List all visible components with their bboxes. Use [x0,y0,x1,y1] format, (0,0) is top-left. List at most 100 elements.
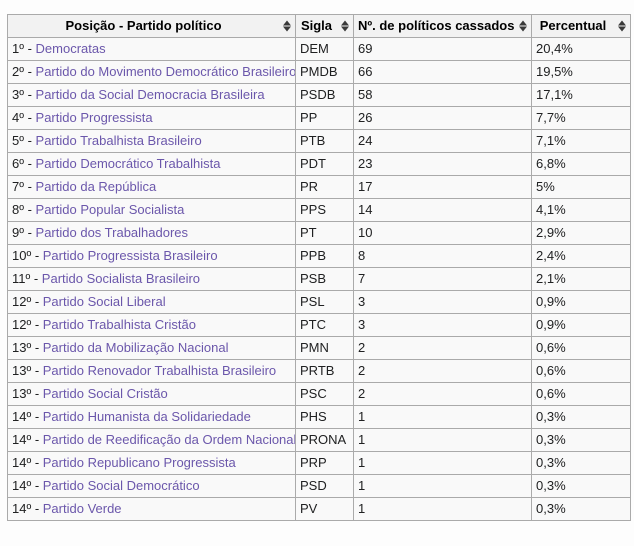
cell-sigla: PMDB [295,60,354,84]
cassados-table: Posição - Partido político Sigla Nº. de … [7,14,631,521]
cell-position-party: 13º - Partido da Mobilização Nacional [7,336,296,360]
party-link[interactable]: Partido Trabalhista Brasileiro [35,133,202,148]
cell-sigla: PR [295,175,354,199]
cell-percentual: 4,1% [531,198,631,222]
header-row: Posição - Partido político Sigla Nº. de … [7,14,631,38]
position-label: 13º - [12,386,43,401]
cell-percentual: 0,9% [531,290,631,314]
cell-position-party: 14º - Partido Verde [7,497,296,521]
cell-sigla: PSDB [295,83,354,107]
sort-icon[interactable] [618,20,626,32]
cell-percentual: 7,1% [531,129,631,153]
cell-cassados: 1 [353,474,532,498]
cell-sigla: PDT [295,152,354,176]
cell-cassados: 1 [353,405,532,429]
cell-position-party: 6º - Partido Democrático Trabalhista [7,152,296,176]
cell-position-party: 9º - Partido dos Trabalhadores [7,221,296,245]
party-link[interactable]: Partido Verde [42,501,122,516]
table-row: 12º - Partido Trabalhista Cristão PTC 3 … [7,313,631,337]
party-link[interactable]: Democratas [35,41,106,56]
party-link[interactable]: Partido Socialista Brasileiro [41,271,201,286]
party-link[interactable]: Partido Popular Socialista [35,202,185,217]
cell-cassados: 3 [353,290,532,314]
cell-cassados: 23 [353,152,532,176]
cell-percentual: 0,9% [531,313,631,337]
table-row: 8º - Partido Popular Socialista PPS 14 4… [7,198,631,222]
cell-sigla: PTB [295,129,354,153]
position-label: 6º - [12,156,36,171]
cell-cassados: 7 [353,267,532,291]
party-link[interactable]: Partido da Mobilização Nacional [42,340,229,355]
party-link[interactable]: Partido Renovador Trabalhista Brasileiro [42,363,277,378]
party-link[interactable]: Partido Humanista da Solidariedade [42,409,251,424]
cell-sigla: PP [295,106,354,130]
party-link[interactable]: Partido Trabalhista Cristão [42,317,196,332]
cell-cassados: 26 [353,106,532,130]
table-row: 12º - Partido Social Liberal PSL 3 0,9% [7,290,631,314]
cell-percentual: 2,1% [531,267,631,291]
cell-percentual: 7,7% [531,106,631,130]
party-link[interactable]: Partido do Movimento Democrático Brasile… [35,64,296,79]
cell-percentual: 19,5% [531,60,631,84]
header-percentual[interactable]: Percentual [531,14,631,38]
table-row: 13º - Partido Renovador Trabalhista Bras… [7,359,631,383]
position-label: 14º - [12,455,43,470]
party-link[interactable]: Partido Social Cristão [42,386,168,401]
cell-sigla: PSB [295,267,354,291]
cell-percentual: 0,3% [531,474,631,498]
cell-sigla: PRP [295,451,354,475]
cell-position-party: 12º - Partido Trabalhista Cristão [7,313,296,337]
party-link[interactable]: Partido Social Democrático [42,478,200,493]
sort-icon[interactable] [341,20,349,32]
cell-position-party: 10º - Partido Progressista Brasileiro [7,244,296,268]
cell-position-party: 8º - Partido Popular Socialista [7,198,296,222]
party-link[interactable]: Partido Progressista Brasileiro [42,248,218,263]
table-row: 1º - Democratas DEM 69 20,4% [7,37,631,61]
cell-cassados: 58 [353,83,532,107]
table-row: 2º - Partido do Movimento Democrático Br… [7,60,631,84]
sort-icon[interactable] [283,20,291,32]
cell-cassados: 2 [353,382,532,406]
cell-cassados: 1 [353,428,532,452]
cell-percentual: 0,6% [531,359,631,383]
cell-position-party: 1º - Democratas [7,37,296,61]
header-cassados[interactable]: Nº. de políticos cassados [353,14,532,38]
sort-icon[interactable] [519,20,527,32]
cell-percentual: 0,3% [531,428,631,452]
position-label: 14º - [12,409,43,424]
cell-cassados: 8 [353,244,532,268]
cell-percentual: 0,3% [531,405,631,429]
table-row: 14º - Partido de Reedificação da Ordem N… [7,428,631,452]
position-label: 8º - [12,202,36,217]
party-link[interactable]: Partido de Reedificação da Ordem Naciona… [42,432,296,447]
party-link[interactable]: Partido Progressista [35,110,153,125]
position-label: 1º - [12,41,36,56]
party-link[interactable]: Partido Democrático Trabalhista [35,156,221,171]
position-label: 11º - [12,271,42,286]
header-sigla-label: Sigla [300,18,333,33]
cell-percentual: 0,3% [531,451,631,475]
cell-percentual: 2,9% [531,221,631,245]
cell-position-party: 14º - Partido Republicano Progressista [7,451,296,475]
cell-percentual: 0,3% [531,497,631,521]
party-link[interactable]: Partido dos Trabalhadores [35,225,189,240]
table-row: 6º - Partido Democrático Trabalhista PDT… [7,152,631,176]
party-link[interactable]: Partido da Social Democracia Brasileira [35,87,265,102]
party-link[interactable]: Partido Republicano Progressista [42,455,236,470]
header-posicao-partido[interactable]: Posição - Partido político [7,14,296,38]
cell-position-party: 14º - Partido Humanista da Solidariedade [7,405,296,429]
position-label: 14º - [12,501,43,516]
position-label: 13º - [12,363,43,378]
header-sigla[interactable]: Sigla [295,14,354,38]
table-row: 13º - Partido Social Cristão PSC 2 0,6% [7,382,631,406]
cell-sigla: PRTB [295,359,354,383]
party-link[interactable]: Partido da República [35,179,157,194]
table-row: 13º - Partido da Mobilização Nacional PM… [7,336,631,360]
table-row: 9º - Partido dos Trabalhadores PT 10 2,9… [7,221,631,245]
party-link[interactable]: Partido Social Liberal [42,294,166,309]
cell-position-party: 14º - Partido de Reedificação da Ordem N… [7,428,296,452]
cell-cassados: 69 [353,37,532,61]
cell-sigla: PPB [295,244,354,268]
cell-sigla: PSD [295,474,354,498]
position-label: 14º - [12,478,43,493]
